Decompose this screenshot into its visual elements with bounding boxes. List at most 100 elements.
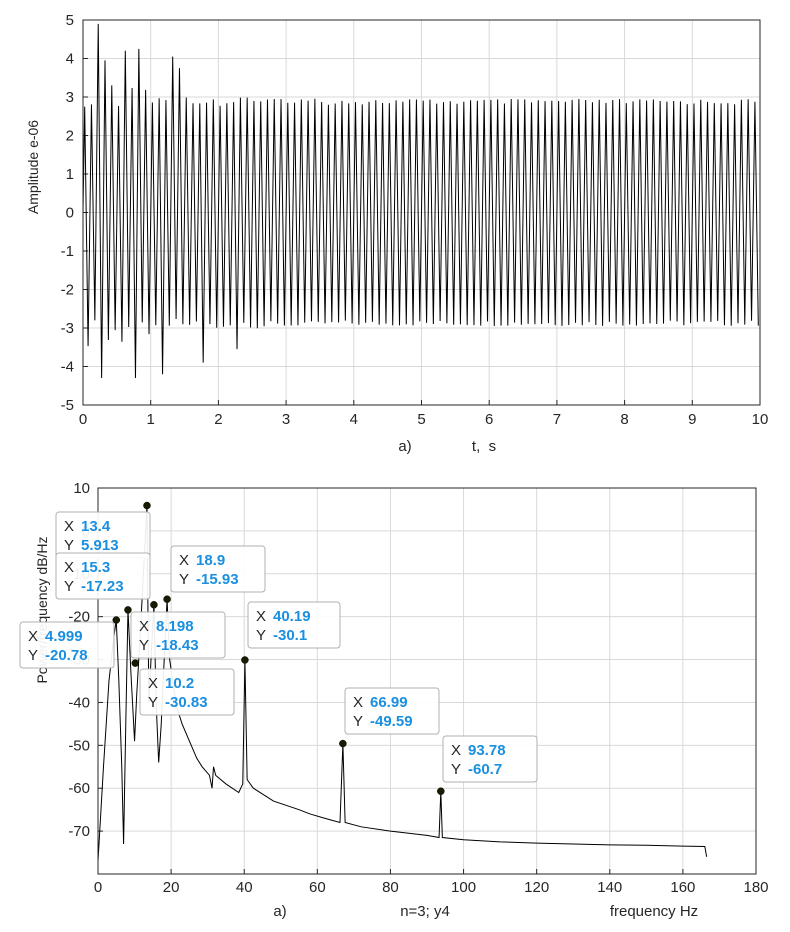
y-tick-label: -4 bbox=[61, 359, 74, 376]
axes-frame bbox=[97, 487, 757, 875]
datatip-y-value: -15.93 bbox=[196, 571, 239, 588]
y-tick-label: -70 bbox=[68, 823, 90, 840]
datatip-marker[interactable] bbox=[339, 739, 347, 748]
datatip-x-value: 10.2 bbox=[165, 675, 194, 692]
datatip-x-value: 93.78 bbox=[468, 742, 506, 759]
datatip-x-key: X bbox=[451, 742, 461, 759]
datatip-x-key: X bbox=[28, 628, 38, 645]
x-tick-label: 60 bbox=[309, 879, 326, 896]
datatip[interactable]: X 15.3 Y -17.23 bbox=[55, 552, 151, 600]
y-tick-label: 1 bbox=[66, 166, 74, 183]
datatip-x-key: X bbox=[64, 518, 74, 535]
datatip-x-value: 4.999 bbox=[45, 628, 83, 645]
datatip-marker[interactable] bbox=[131, 659, 140, 667]
y-tick-label: 4 bbox=[66, 51, 74, 68]
y-tick-label: -1 bbox=[61, 243, 74, 260]
y-tick-label: 2 bbox=[66, 128, 74, 145]
datatip-box bbox=[55, 511, 151, 559]
datatip-marker[interactable] bbox=[143, 501, 151, 510]
x-tick-label: 3 bbox=[282, 411, 290, 428]
time-domain-chart: 0 1 2 3 4 5 6 7 8 9 10 -5 -4 -3 -2 -1 0 1 2 3 4 5 a) t, s Am… bbox=[25, 12, 769, 455]
datatip-y-key: Y bbox=[148, 694, 158, 711]
x-tick-label: 9 bbox=[688, 411, 696, 428]
datatip[interactable]: X 66.99 Y -49.59 bbox=[344, 687, 440, 735]
datatip-y-key: Y bbox=[179, 571, 189, 588]
x-label-part-a: a) bbox=[273, 903, 286, 920]
datatip-y-value: -30.83 bbox=[165, 694, 208, 711]
y-tick-labels: -5 -4 -3 -2 -1 0 1 2 3 4 5 bbox=[61, 12, 74, 414]
datatip[interactable]: X 93.78 Y -60.7 bbox=[442, 735, 538, 783]
datatip-marker[interactable] bbox=[112, 616, 121, 624]
y-tick-label: -3 bbox=[61, 320, 74, 337]
x-tick-labels: 0 1 2 3 4 5 6 7 8 9 10 bbox=[79, 411, 769, 428]
datatip-marker[interactable] bbox=[150, 601, 158, 609]
datatip[interactable]: X 40.19 Y -30.1 bbox=[247, 601, 341, 649]
datatip-y-key: Y bbox=[256, 627, 266, 644]
x-tick-label: 1 bbox=[147, 411, 155, 428]
datatip-x-value: 15.3 bbox=[81, 559, 110, 576]
y-tick-label: 0 bbox=[66, 205, 74, 222]
datatip-box bbox=[170, 545, 266, 593]
datatip-marker[interactable] bbox=[437, 787, 445, 795]
datatip-box bbox=[344, 687, 440, 735]
datatip-y-key: Y bbox=[451, 761, 461, 778]
datatip-box bbox=[55, 552, 151, 600]
y-axis-label: Amplitude e-06 bbox=[25, 120, 41, 214]
psd-line bbox=[97, 505, 708, 862]
y-tick-label: -10 bbox=[68, 566, 90, 583]
x-tick-label: 0 bbox=[94, 879, 102, 896]
datatip-y-key: Y bbox=[353, 713, 363, 730]
datatip[interactable]: X 10.2 Y -30.83 bbox=[139, 668, 235, 716]
x-tick-label: 0 bbox=[79, 411, 87, 428]
y-tick-label: 10 bbox=[73, 480, 90, 497]
datatip-y-key: Y bbox=[28, 647, 38, 664]
x-tick-labels: 0 20 40 60 80 100 120 140 160 180 bbox=[94, 879, 769, 896]
x-tick-label: 10 bbox=[752, 411, 769, 428]
datatip-x-key: X bbox=[256, 608, 266, 625]
datatip-y-value: 5.913 bbox=[81, 537, 119, 554]
grid bbox=[97, 487, 757, 874]
x-tick-label: 80 bbox=[382, 879, 399, 896]
datatip[interactable]: X 13.4 Y 5.913 bbox=[55, 511, 151, 559]
signal-line bbox=[82, 23, 759, 379]
datatip-y-key: Y bbox=[139, 637, 149, 654]
datatip-box bbox=[139, 668, 235, 716]
datatip-box bbox=[442, 735, 538, 783]
datatip-x-value: 18.9 bbox=[196, 552, 225, 569]
datatip[interactable]: X 18.9 Y -15.93 bbox=[170, 545, 266, 593]
x-tick-label: 5 bbox=[417, 411, 425, 428]
plot-area bbox=[82, 23, 759, 379]
datatip-x-value: 8.198 bbox=[156, 618, 194, 635]
x-label-part-t: t, s bbox=[472, 438, 496, 455]
datatip-y-key: Y bbox=[64, 578, 74, 595]
datatip-y-value: -17.23 bbox=[81, 578, 124, 595]
datatip-x-value: 40.19 bbox=[273, 608, 311, 625]
datatip-marker[interactable] bbox=[241, 656, 249, 664]
x-tick-label: 4 bbox=[350, 411, 358, 428]
x-tick-label: 120 bbox=[524, 879, 549, 896]
datatip-y-value: -18.43 bbox=[156, 637, 199, 654]
datatip-x-value: 13.4 bbox=[81, 518, 111, 535]
datatip[interactable]: X 8.198 Y -18.43 bbox=[130, 611, 226, 659]
plot-area bbox=[97, 505, 708, 862]
x-tick-label: 7 bbox=[553, 411, 561, 428]
datatip-x-key: X bbox=[353, 694, 363, 711]
y-tick-label: 5 bbox=[66, 12, 74, 29]
x-label-part-n: n=3; y4 bbox=[400, 903, 450, 920]
datatip-y-value: -60.7 bbox=[468, 761, 502, 778]
x-tick-label: 160 bbox=[670, 879, 695, 896]
datatip-x-key: X bbox=[148, 675, 158, 692]
x-tick-label: 20 bbox=[163, 879, 180, 896]
datatip-x-key: X bbox=[64, 559, 74, 576]
datatip[interactable]: X 4.999 Y -20.78 bbox=[19, 621, 115, 669]
datatip-x-key: X bbox=[179, 552, 189, 569]
x-label-part-frequency: frequency Hz bbox=[610, 903, 698, 920]
y-tick-labels: -70 -60 -50 -40 -30 -20 -10 0 10 bbox=[68, 480, 90, 840]
datatip-box bbox=[19, 621, 115, 669]
y-tick-label: -30 bbox=[68, 652, 90, 669]
y-tick-label: -5 bbox=[61, 397, 74, 414]
datatip-marker[interactable] bbox=[163, 595, 171, 603]
datatip-marker[interactable] bbox=[124, 606, 132, 614]
x-tick-label: 6 bbox=[485, 411, 493, 428]
x-tick-label: 180 bbox=[743, 879, 768, 896]
